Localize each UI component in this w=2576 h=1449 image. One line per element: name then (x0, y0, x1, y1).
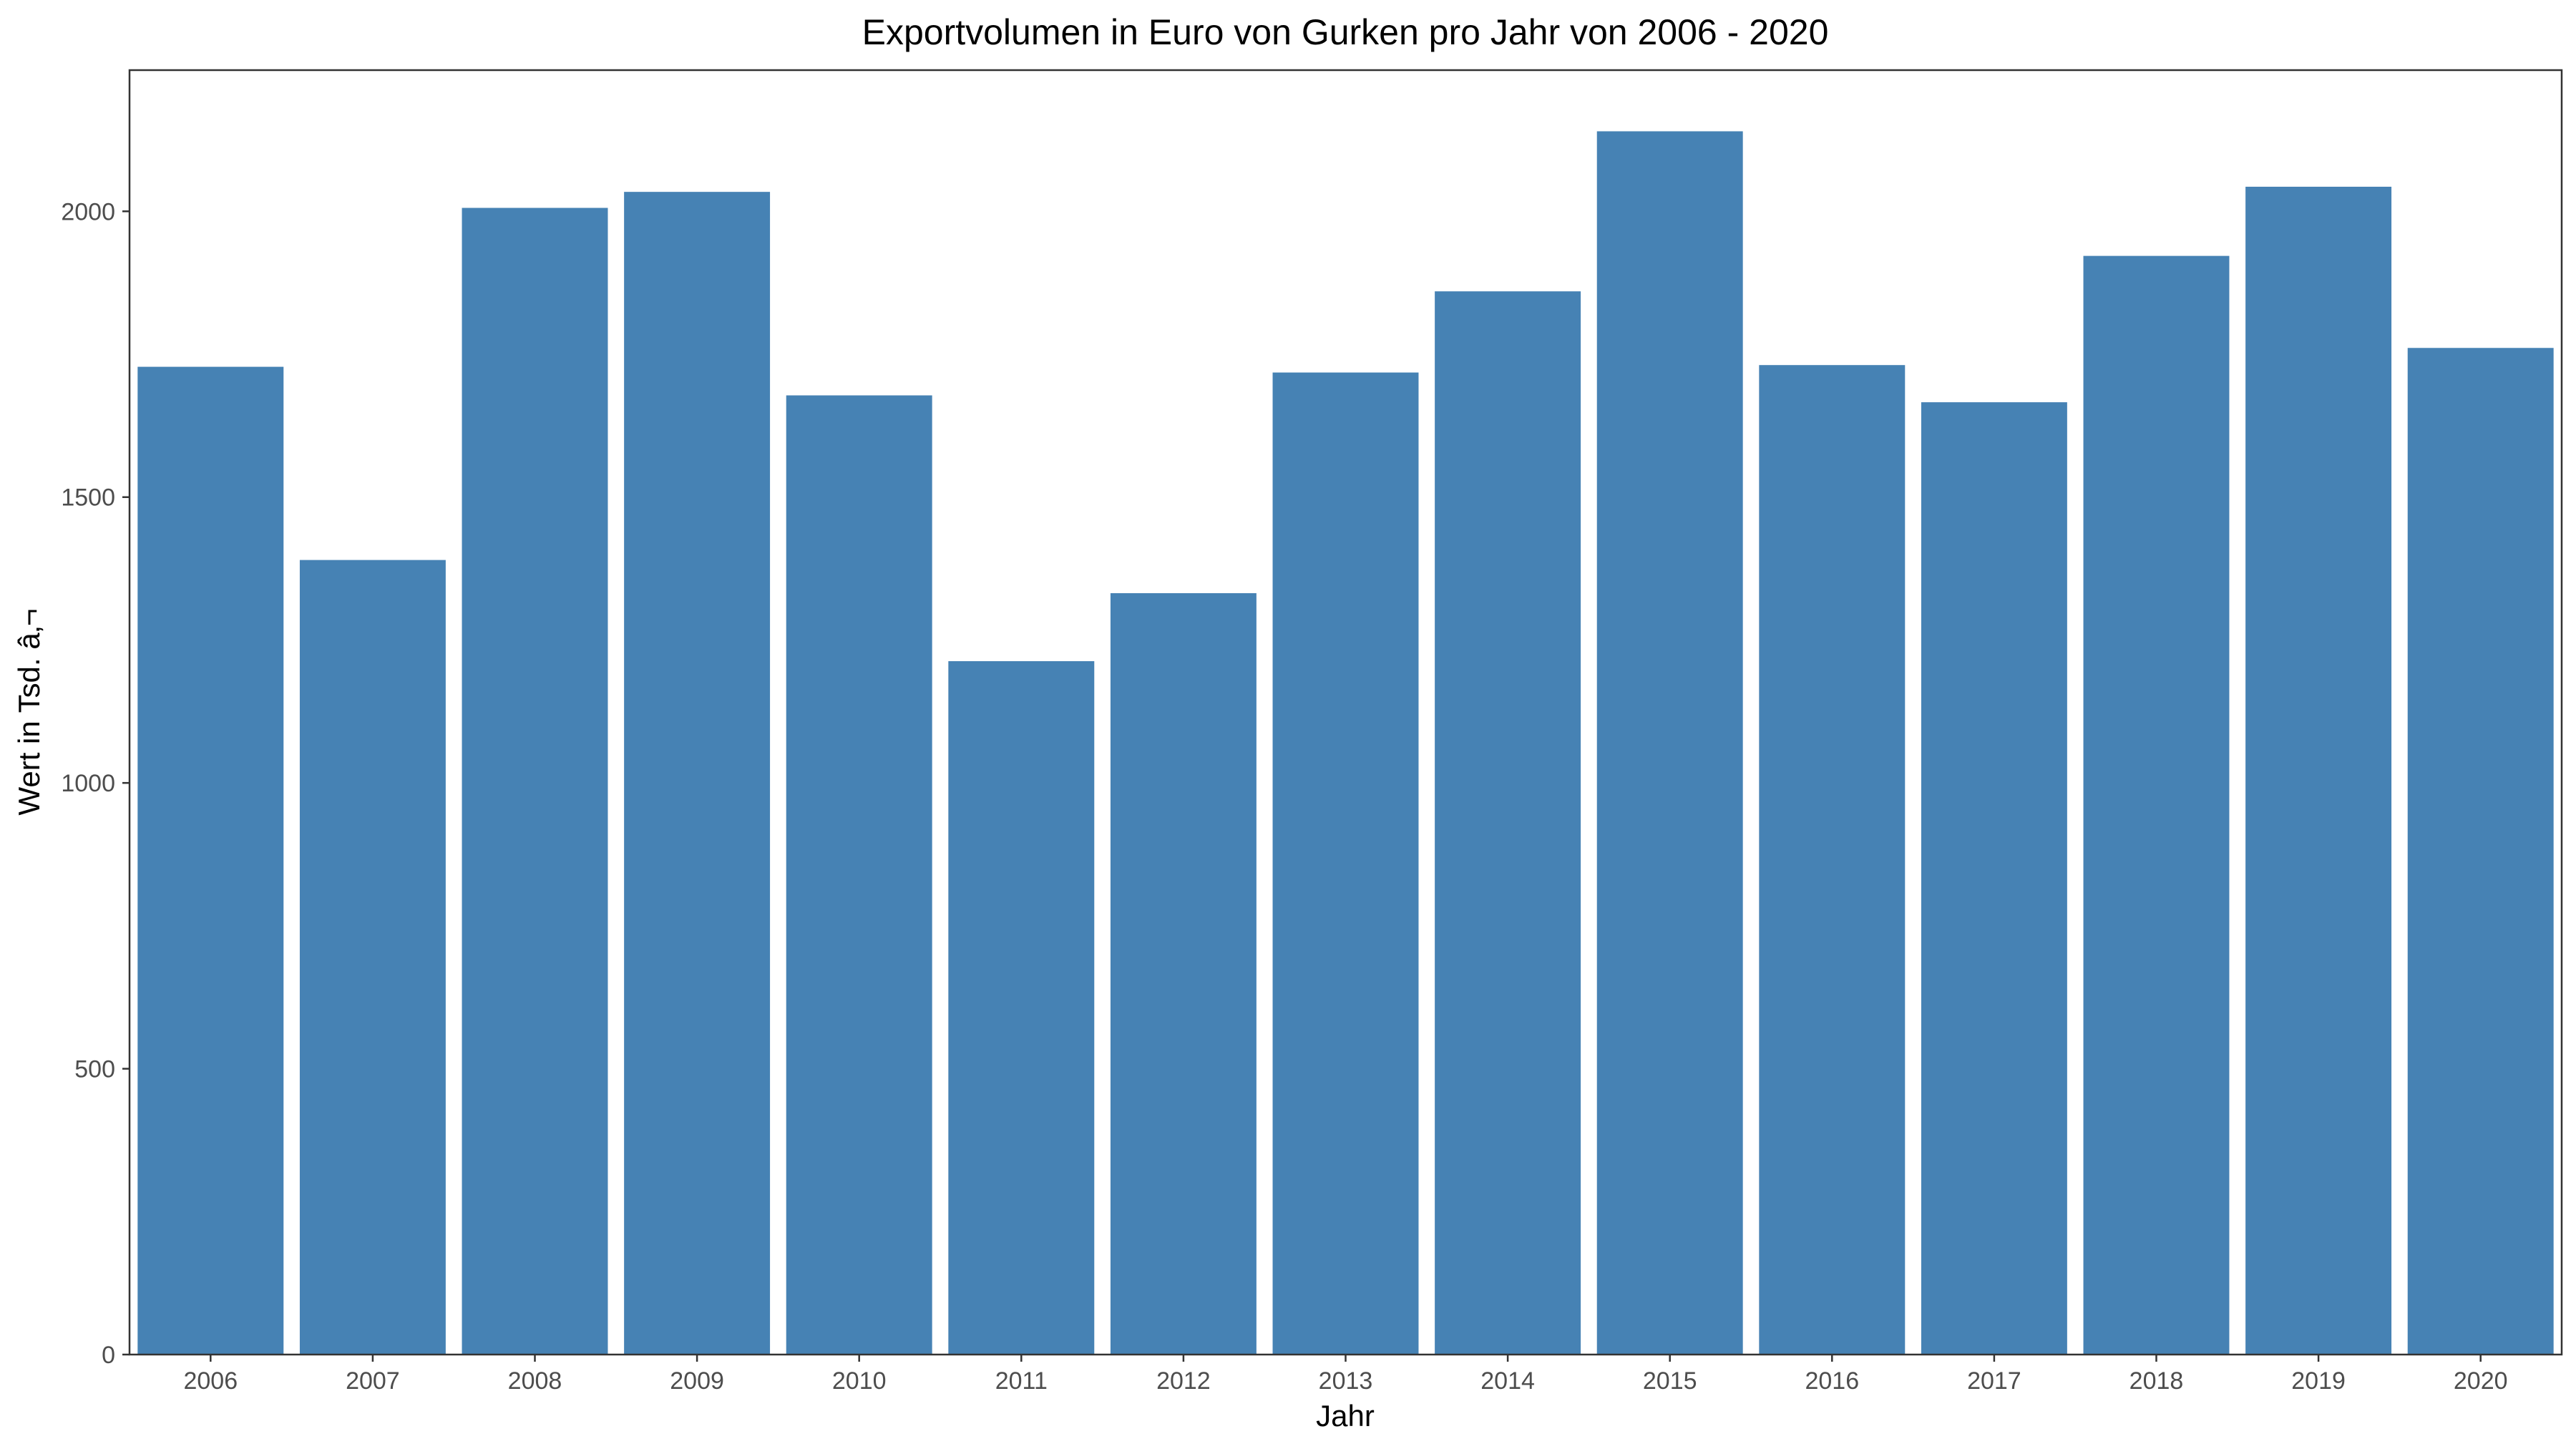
bar-2009 (624, 192, 771, 1355)
x-tick-label: 2007 (346, 1367, 400, 1395)
bar-2013 (1272, 372, 1419, 1355)
x-tick-label: 2008 (508, 1367, 562, 1395)
bar-2008 (462, 208, 608, 1355)
bar-2020 (2407, 348, 2554, 1355)
x-tick-label: 2019 (2291, 1367, 2346, 1395)
bar-2011 (948, 661, 1095, 1355)
y-tick-label: 0 (102, 1342, 115, 1369)
x-axis: 2006 2007 2008 2009 2010 2011 2012 2013 2014 2015… (183, 1355, 2508, 1395)
x-tick-label: 2010 (832, 1367, 887, 1395)
bar-2010 (786, 395, 932, 1355)
y-axis-title: Wert in Tsd. â‚¬ (12, 608, 46, 815)
x-tick-label: 2016 (1805, 1367, 1859, 1395)
y-axis: 0 500 1000 1500 2000 (61, 198, 130, 1369)
bar-2014 (1435, 291, 1581, 1355)
bar-2016 (1759, 365, 1906, 1355)
x-tick-label: 2014 (1480, 1367, 1535, 1395)
x-tick-label: 2020 (2454, 1367, 2508, 1395)
bar-2018 (2083, 255, 2230, 1355)
x-tick-label: 2015 (1643, 1367, 1697, 1395)
x-tick-label: 2012 (1156, 1367, 1211, 1395)
bar-2006 (137, 366, 284, 1355)
bars-layer (137, 131, 2554, 1355)
x-tick-label: 2011 (995, 1367, 1048, 1395)
y-tick-label: 1500 (61, 484, 115, 512)
bar-2007 (299, 560, 446, 1355)
y-tick-label: 500 (74, 1056, 115, 1083)
x-tick-label: 2018 (2129, 1367, 2184, 1395)
bar-2019 (2245, 186, 2392, 1355)
bar-2012 (1110, 592, 1257, 1355)
x-axis-title: Jahr (1316, 1399, 1375, 1433)
chart-title: Exportvolumen in Euro von Gurken pro Jah… (862, 12, 1829, 52)
y-tick-label: 1000 (61, 770, 115, 797)
x-tick-label: 2006 (183, 1367, 238, 1395)
x-tick-label: 2009 (670, 1367, 724, 1395)
y-tick-label: 2000 (61, 198, 115, 225)
bar-2017 (1921, 402, 2067, 1355)
x-tick-label: 2013 (1319, 1367, 1373, 1395)
bar-2015 (1596, 131, 1743, 1355)
x-tick-label: 2017 (1967, 1367, 2021, 1395)
